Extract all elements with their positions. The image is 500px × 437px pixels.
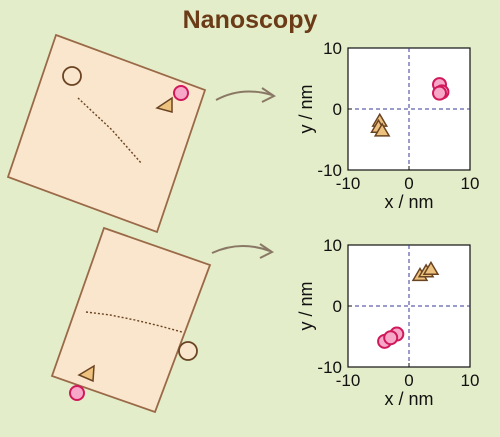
y-tick-label: 0 xyxy=(333,100,342,119)
figure-title: Nanoscopy xyxy=(182,6,318,34)
x-axis-label: x / nm xyxy=(384,389,433,409)
x-tick-label: -10 xyxy=(336,174,361,193)
triangle-marker xyxy=(155,96,173,113)
origami-sheet-bottom xyxy=(50,226,212,414)
triangle-data-point xyxy=(373,122,391,137)
x-tick-label: 0 xyxy=(404,371,413,390)
hinge-loop xyxy=(62,66,82,86)
x-tick-label: -10 xyxy=(336,371,361,390)
y-tick-label: 10 xyxy=(323,39,342,58)
circle-data-point xyxy=(432,85,447,101)
plot-area xyxy=(347,244,471,368)
y-tick-label: 10 xyxy=(323,236,342,255)
triangle-marker xyxy=(77,364,95,383)
x-tick-label: 10 xyxy=(461,371,480,390)
y-tick-label: -10 xyxy=(317,358,342,377)
hinge-loop xyxy=(178,341,198,361)
triangle-data-point xyxy=(422,260,440,276)
y-axis-label: y / nm xyxy=(296,281,316,330)
arrow-bottom xyxy=(211,243,274,259)
y-tick-label: -10 xyxy=(317,161,342,180)
circle-marker xyxy=(173,85,189,101)
x-axis-label: x / nm xyxy=(384,192,433,212)
arrow-top xyxy=(215,87,276,103)
y-axis-label: y / nm xyxy=(296,84,316,133)
y-tick-label: 0 xyxy=(333,297,342,316)
circle-data-point xyxy=(383,330,399,346)
x-tick-label: 0 xyxy=(404,174,413,193)
origami-sheet-top xyxy=(6,33,207,234)
circle-marker xyxy=(69,385,85,401)
x-tick-label: 10 xyxy=(461,174,480,193)
